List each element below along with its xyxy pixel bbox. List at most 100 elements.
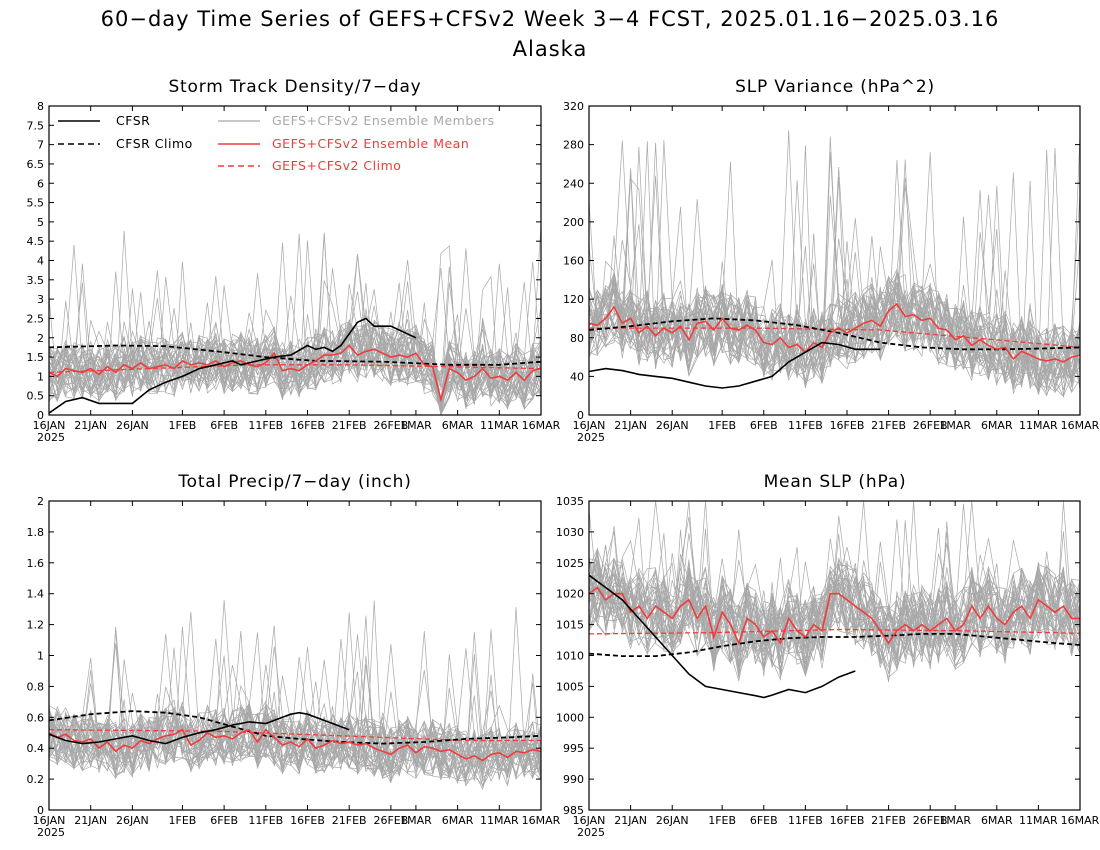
y-tick-label: 120 <box>563 293 584 306</box>
x-tick-label: 1FEB <box>169 814 197 827</box>
x-tick-label: 11FEB <box>788 814 823 827</box>
x-tick-label: 26FEB <box>913 419 948 432</box>
y-tick-label: 1010 <box>556 650 584 663</box>
gefs-climo-line <box>589 327 1080 349</box>
ensemble-member-line <box>589 240 1080 385</box>
legend-cfsr-label: CFSR <box>116 113 150 128</box>
y-tick-label: 1000 <box>556 711 584 724</box>
x-tick-label: 21FEB <box>332 419 367 432</box>
x-tick-label: 16MAR <box>522 814 561 827</box>
x-tick-label: 16JAN <box>33 419 66 432</box>
ensemble-member-line <box>589 545 1080 666</box>
x-year-label: 2025 <box>37 826 65 839</box>
x-tick-label: 1FEB <box>169 419 197 432</box>
y-tick-label: 2 <box>37 332 44 345</box>
x-tick-label: 21JAN <box>614 419 647 432</box>
y-tick-label: 1.6 <box>27 557 45 570</box>
ensemble-member-line <box>589 272 1080 377</box>
plot-area <box>49 223 541 415</box>
x-tick-label: 16FEB <box>290 419 325 432</box>
x-tick-label: 26FEB <box>373 814 408 827</box>
y-tick-label: 3 <box>37 293 44 306</box>
legend: CFSR CFSR Climo GEFS+CFSv2 Ensemble Memb… <box>58 113 495 173</box>
x-year-label: 2025 <box>577 826 605 839</box>
x-tick-label: 6MAR <box>442 814 474 827</box>
ensemble-members <box>589 501 1080 683</box>
x-tick-label: 6FEB <box>750 814 778 827</box>
ensemble-mean-line <box>49 344 541 403</box>
y-tick-label: 1005 <box>556 680 584 693</box>
y-tick-label: 6.5 <box>27 158 45 171</box>
y-tick-label: 1.4 <box>27 588 45 601</box>
cfsr-climo-line <box>589 633 1080 657</box>
ensemble-member-line <box>589 140 1080 382</box>
gefs-climo-line <box>49 729 541 742</box>
x-tick-label: 21JAN <box>74 419 107 432</box>
x-tick-label: 1MAR <box>400 419 432 432</box>
x-tick-label: 6MAR <box>981 814 1013 827</box>
y-tick-label: 985 <box>563 804 584 817</box>
x-tick-label: 6FEB <box>750 419 778 432</box>
ensemble-member-line <box>49 282 541 410</box>
y-tick-label: 3.5 <box>27 274 45 287</box>
ensemble-member-line <box>589 547 1080 678</box>
x-tick-label: 11FEB <box>788 419 823 432</box>
x-tick-label: 21FEB <box>871 419 906 432</box>
plot-area <box>589 130 1080 398</box>
x-tick-label: 26JAN <box>656 419 689 432</box>
x-tick-label: 1MAR <box>400 814 432 827</box>
x-tick-label: 16JAN <box>33 814 66 827</box>
y-tick-label: 1.5 <box>27 351 45 364</box>
ensemble-members <box>49 599 541 791</box>
x-tick-label: 21JAN <box>614 814 647 827</box>
ensemble-member-line <box>49 625 541 779</box>
legend-gefs-climo-label: GEFS+CFSv2 Climo <box>272 158 401 173</box>
x-tick-label: 6FEB <box>210 419 238 432</box>
x-tick-label: 16MAR <box>1061 814 1100 827</box>
y-tick-label: 0 <box>577 409 584 422</box>
ensemble-member-line <box>589 515 1080 671</box>
cfsr-line <box>589 341 881 389</box>
figure-subtitle: Alaska <box>513 37 588 61</box>
x-tick-label: 26FEB <box>913 814 948 827</box>
ensemble-member-line <box>49 271 541 399</box>
x-tick-label: 11FEB <box>248 419 283 432</box>
y-tick-label: 2.5 <box>27 312 45 325</box>
ensemble-member-line <box>589 538 1080 670</box>
x-tick-label: 26JAN <box>116 814 149 827</box>
x-tick-label: 11FEB <box>248 814 283 827</box>
x-tick-label: 1FEB <box>708 419 736 432</box>
x-tick-label: 21FEB <box>871 814 906 827</box>
panel-storm-track-density: Storm Track Density/7−day 0 0.5 1 1.5 2 2.5 3 3… <box>27 77 561 444</box>
y-tick-label: 1015 <box>556 619 584 632</box>
x-year-label: 2025 <box>577 431 605 444</box>
cfsr-climo-line <box>49 710 541 745</box>
y-tick-label: 40 <box>570 370 584 383</box>
x-tick-label: 16FEB <box>830 419 865 432</box>
x-tick-label: 1MAR <box>939 419 971 432</box>
x-year-label: 2025 <box>37 431 65 444</box>
y-tick-label: 0 <box>37 804 44 817</box>
x-tick-label: 1FEB <box>708 814 736 827</box>
y-tick-label: 1.8 <box>27 526 45 539</box>
ensemble-member-line <box>49 288 541 410</box>
y-tick-label: 4 <box>37 255 44 268</box>
ensemble-members <box>589 130 1080 398</box>
ensemble-member-line <box>49 713 541 777</box>
x-tick-label: 6MAR <box>442 419 474 432</box>
ensemble-member-line <box>589 543 1080 670</box>
x-tick-label: 21JAN <box>74 814 107 827</box>
x-tick-label: 6MAR <box>981 419 1013 432</box>
y-tick-label: 1035 <box>556 495 584 508</box>
cfsr-climo-line <box>49 344 541 366</box>
y-tick-label: 0.5 <box>27 390 45 403</box>
y-tick-label: 4.5 <box>27 235 45 248</box>
legend-members-label: GEFS+CFSv2 Ensemble Members <box>272 113 495 128</box>
y-tick-label: 7.5 <box>27 119 45 132</box>
y-tick-label: 995 <box>563 742 584 755</box>
y-tick-label: 1030 <box>556 526 584 539</box>
ensemble-member-line <box>589 145 1080 395</box>
ensemble-member-line <box>589 541 1080 674</box>
ensemble-member-line <box>49 646 541 778</box>
